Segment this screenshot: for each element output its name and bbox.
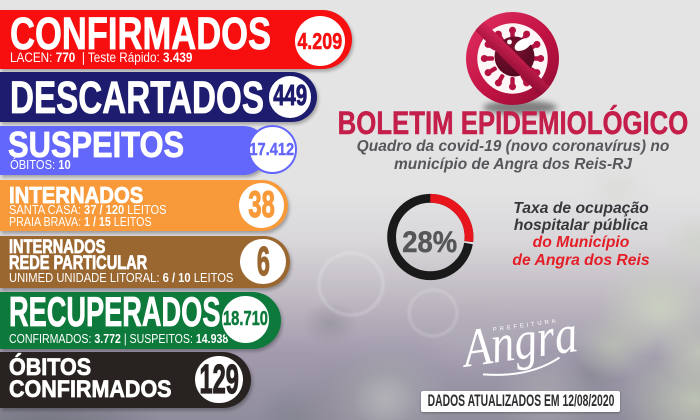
svg-text:Angra: Angra xyxy=(456,303,581,379)
svg-text:28%: 28% xyxy=(402,226,457,259)
